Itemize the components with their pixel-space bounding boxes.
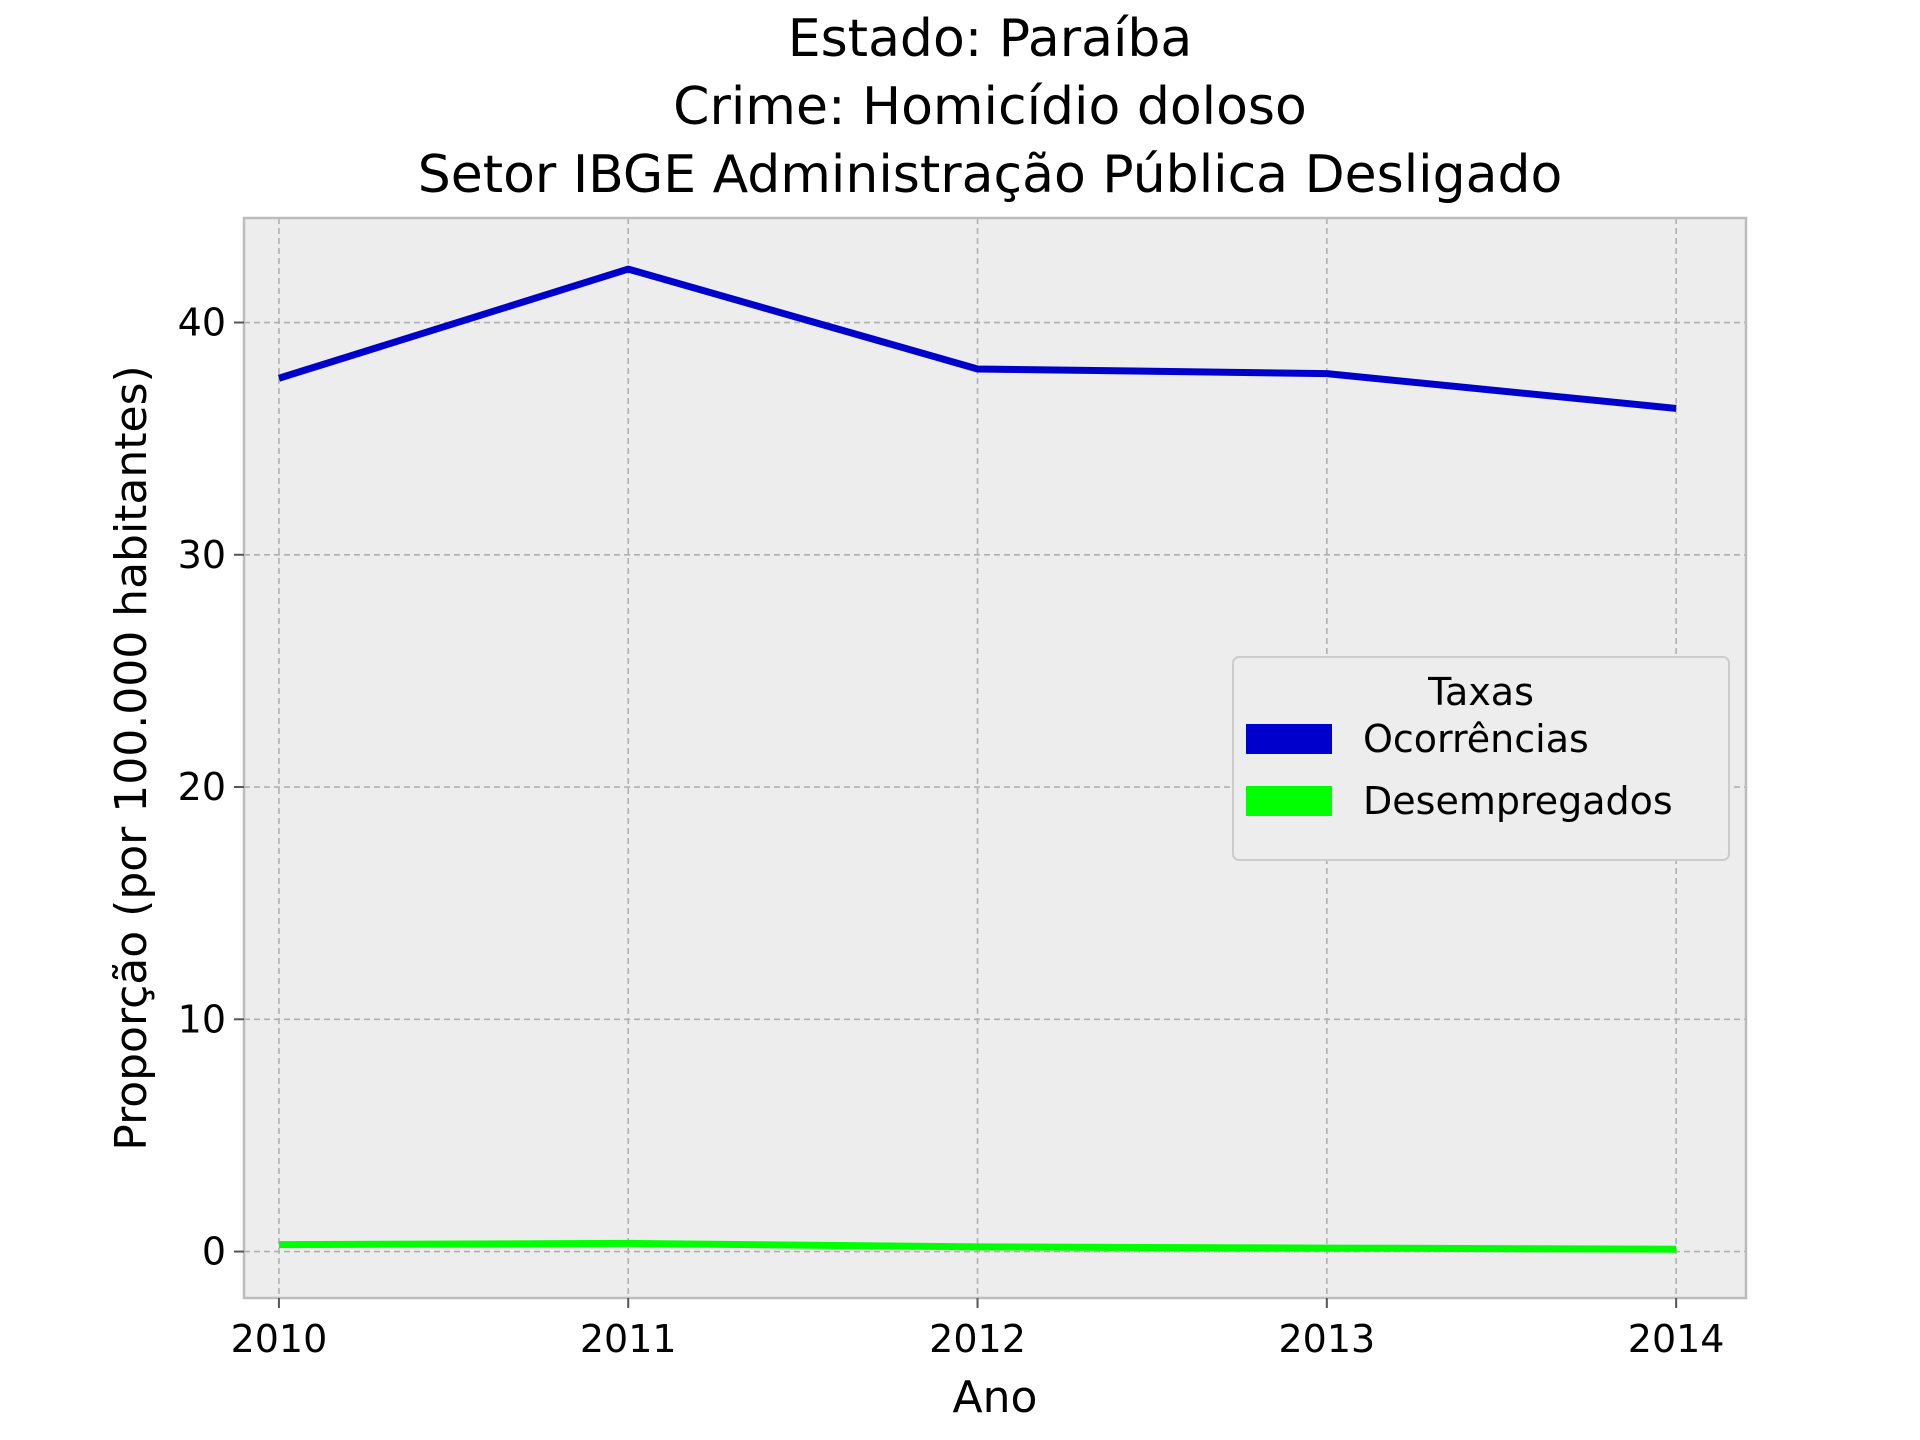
title-line-2: Crime: Homicídio doloso [673,77,1307,137]
title-line-3: Setor IBGE Administração Pública Desliga… [418,145,1563,205]
plot-frame [242,216,1748,1300]
legend-swatch [1246,786,1332,816]
legend-entries: Ocorrências Desempregados [1246,717,1673,823]
x-tick-label: 2011 [580,1317,677,1361]
title-line-1: Estado: Paraíba [788,9,1193,69]
x-tick-label: 2012 [929,1317,1026,1361]
chart-title: Estado: Paraíba Crime: Homicídio doloso … [418,9,1563,205]
y-axis-ticks: 0 10 20 30 40 [178,301,244,1274]
legend-label: Desempregados [1363,779,1673,823]
y-tick-label: 30 [178,533,226,577]
y-tick-label: 0 [202,1230,226,1274]
x-tick-label: 2010 [231,1317,328,1361]
legend-box [1232,656,1730,861]
x-tick-label: 2014 [1628,1317,1725,1361]
x-axis-ticks: 2010 2011 2012 2013 2014 [231,1298,1725,1361]
legend-swatch [1246,724,1332,754]
legend-label: Ocorrências [1363,717,1589,761]
legend-title: Taxas [1427,670,1534,714]
x-axis-label: Ano [953,1372,1038,1423]
y-tick-label: 40 [178,301,226,345]
y-tick-label: 10 [178,997,226,1041]
y-tick-label: 20 [178,765,226,809]
legend: Taxas Ocorrências Desempregados [1232,656,1730,861]
x-tick-label: 2013 [1278,1317,1375,1361]
y-axis-label: Proporção (por 100.000 habitantes) [106,365,157,1150]
grid [244,218,1746,1298]
series-layer [277,265,1677,1253]
